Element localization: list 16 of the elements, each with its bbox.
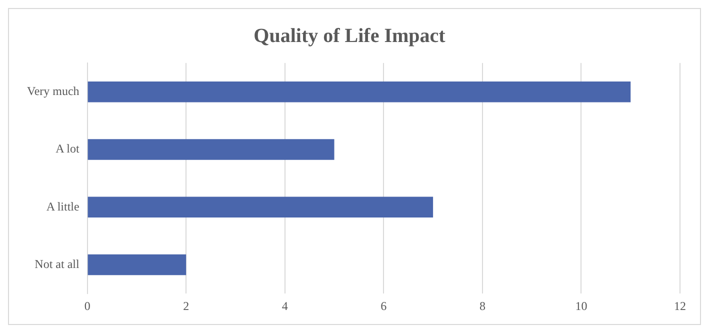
x-tick-label: 0	[84, 298, 90, 313]
x-tick-label: 10	[575, 298, 588, 313]
y-tick-label: Not at all	[34, 256, 80, 271]
y-tick-label: A lot	[56, 142, 80, 156]
x-tick-label: 4	[282, 298, 288, 313]
bar	[88, 196, 434, 218]
x-tick-label: 6	[380, 298, 387, 313]
x-tick-label: 12	[674, 298, 686, 313]
y-tick-label: Very much	[26, 84, 80, 98]
chart-title: Quality of Life Impact	[254, 25, 446, 48]
x-tick-label: 8	[479, 298, 486, 313]
bar	[88, 81, 631, 102]
x-tick-label: 2	[183, 298, 190, 313]
y-tick-label: A little	[46, 199, 80, 214]
bar	[88, 139, 334, 160]
bar	[88, 254, 186, 276]
